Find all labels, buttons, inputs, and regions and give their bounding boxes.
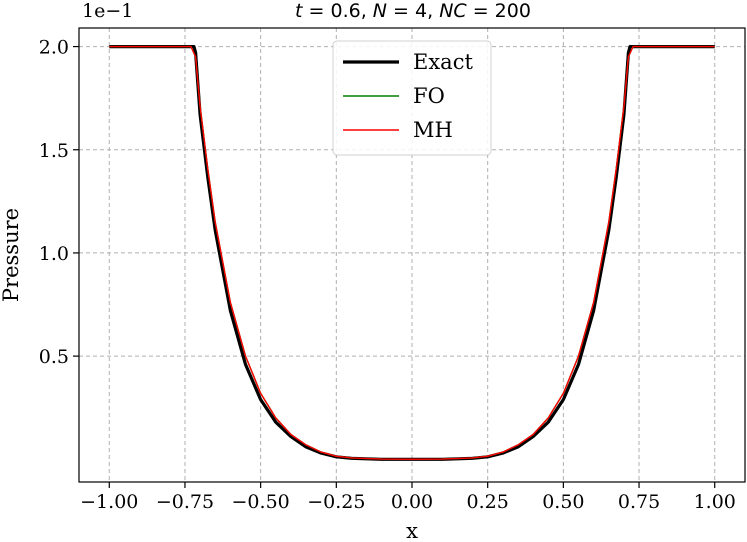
- x-tick-label: −0.75: [156, 491, 214, 513]
- legend: Exact FO MH: [332, 40, 492, 156]
- x-tick-label: 1.00: [694, 491, 736, 513]
- x-tick-label: 0.50: [542, 491, 584, 513]
- x-tick-label: 0.75: [618, 491, 660, 513]
- plot-area: −1.00 −0.75 −0.50 −0.25 0.00 0.25 0.50 0.75 1.00…: [39, 27, 746, 513]
- x-axis-label: x: [406, 519, 418, 542]
- x-tick-label: −0.50: [232, 491, 290, 513]
- y-tick-label: 0.5: [39, 346, 69, 368]
- y-ticks: 0.5 1.0 1.5 2.0: [39, 37, 79, 368]
- legend-label-exact: Exact: [413, 50, 473, 74]
- y-axis-label: Pressure: [0, 208, 23, 302]
- series-line-mh: [109, 45, 715, 460]
- x-tick-label: −0.25: [307, 491, 365, 513]
- y-tick-label: 1.5: [39, 140, 69, 162]
- x-tick-label: 0.25: [467, 491, 509, 513]
- chart-title: t = 0.6, N = 4, NC = 200: [295, 0, 531, 22]
- y-tick-label: 2.0: [39, 37, 69, 59]
- legend-box: [332, 40, 492, 156]
- y-tick-label: 1.0: [39, 243, 69, 265]
- y-offset-text: 1e−1: [82, 0, 133, 22]
- x-tick-label: −1.00: [80, 491, 138, 513]
- x-tick-label: 0.00: [391, 491, 433, 513]
- x-ticks: −1.00 −0.75 −0.50 −0.25 0.00 0.25 0.50 0.75 1.00: [80, 482, 736, 513]
- legend-label-mh: MH: [413, 118, 453, 142]
- legend-label-fo: FO: [413, 84, 445, 108]
- series-lines: [109, 45, 715, 461]
